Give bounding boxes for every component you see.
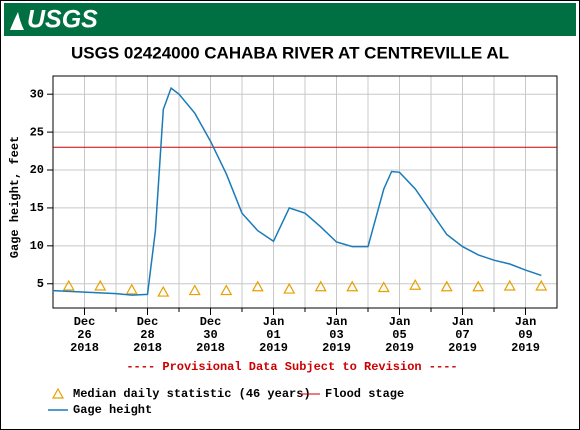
- header-band: [4, 3, 576, 36]
- median-marker: [440, 280, 453, 292]
- median-marker: [188, 284, 201, 296]
- x-tick-label: Jan: [263, 315, 285, 329]
- x-tick-label: 2019: [322, 341, 351, 355]
- x-tick-label: 2019: [385, 341, 414, 355]
- legend-label: Flood stage: [325, 387, 404, 401]
- plot-border: [52, 75, 558, 309]
- legend-marker: [51, 387, 65, 399]
- median-marker: [157, 285, 170, 297]
- median-marker: [62, 279, 75, 291]
- x-tick-label: 2019: [448, 341, 477, 355]
- x-tick-label: 30: [203, 328, 217, 342]
- median-marker: [346, 280, 359, 292]
- x-tick-label: 2019: [511, 341, 540, 355]
- x-tick-label: 2018: [196, 341, 225, 355]
- legend-label: Median daily statistic (46 years): [73, 387, 311, 401]
- x-tick-label: 01: [266, 328, 280, 342]
- legend-label: Gage height: [73, 403, 152, 417]
- median-marker: [125, 283, 138, 295]
- gage-line: [52, 86, 542, 296]
- median-marker: [472, 280, 485, 292]
- x-tick-label: 2018: [133, 341, 162, 355]
- logo: USGS: [27, 6, 98, 34]
- x-tick-label: 28: [140, 328, 154, 342]
- annotation: ---- Provisional Data Subject to Revisio…: [126, 360, 457, 374]
- x-tick-label: Dec: [200, 315, 222, 329]
- median-marker: [94, 279, 107, 291]
- y-tick-label: 25: [30, 125, 44, 139]
- x-tick-label: 09: [518, 328, 532, 342]
- median-marker: [377, 281, 390, 293]
- median-marker: [314, 280, 327, 292]
- x-tick-label: 2018: [70, 341, 99, 355]
- x-tick-label: 2019: [259, 341, 288, 355]
- median-marker: [503, 279, 516, 291]
- x-tick-label: Jan: [326, 315, 348, 329]
- y-tick-label: 10: [30, 239, 44, 253]
- x-tick-label: 26: [77, 328, 91, 342]
- x-tick-label: 03: [329, 328, 343, 342]
- x-tick-label: Jan: [515, 315, 537, 329]
- median-marker: [409, 279, 422, 290]
- x-tick-label: Dec: [74, 315, 96, 329]
- y-axis-label: Gage height, feet: [8, 136, 22, 258]
- y-tick-label: 30: [30, 87, 44, 101]
- x-tick-label: Jan: [389, 315, 411, 329]
- x-tick-label: Dec: [137, 315, 159, 329]
- median-marker: [220, 284, 233, 296]
- y-tick-label: 5: [37, 277, 44, 291]
- x-tick-label: 07: [455, 328, 469, 342]
- median-marker: [251, 280, 264, 292]
- median-marker: [535, 279, 548, 291]
- x-tick-label: 05: [392, 328, 406, 342]
- logo-waves: [10, 12, 24, 30]
- median-marker: [283, 282, 296, 294]
- y-tick-label: 15: [30, 201, 44, 215]
- chart-title: USGS 02424000 CAHABA RIVER AT CENTREVILL…: [71, 43, 509, 62]
- x-tick-label: Jan: [452, 315, 474, 329]
- y-tick-label: 20: [30, 163, 44, 177]
